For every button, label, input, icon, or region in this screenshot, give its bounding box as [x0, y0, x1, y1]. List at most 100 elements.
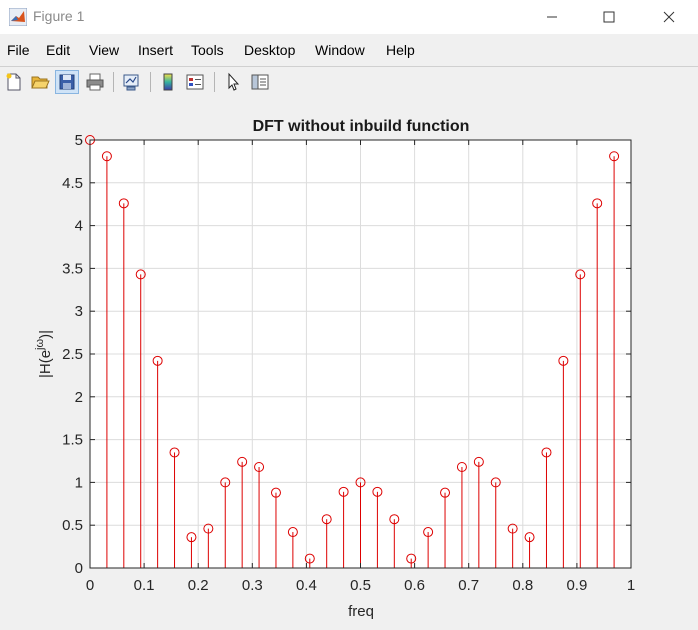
save-figure-button[interactable]: [55, 70, 79, 94]
svg-text:|H(ejω)|: |H(ejω)|: [34, 330, 54, 378]
maximize-button[interactable]: [586, 0, 632, 34]
menu-insert[interactable]: Insert: [138, 42, 174, 58]
stem-marker: [524, 532, 535, 543]
toolbar-separator: [150, 72, 151, 92]
x-tick-label: 0.7: [458, 577, 479, 594]
menu-window[interactable]: Window: [315, 42, 365, 58]
edit-plot-pointer-icon: [228, 72, 240, 91]
y-tick-label: 0.5: [62, 517, 83, 534]
y-label-base: |H(e: [37, 350, 54, 378]
new-figure-button[interactable]: [2, 70, 26, 94]
x-tick-label: 1: [627, 577, 635, 594]
new-figure-icon: [6, 73, 21, 91]
stem-marker: [507, 523, 518, 534]
figure-toolbar: [0, 66, 698, 97]
x-axis-ticks: 0 0.1 0.2 0.3 0.4 0.5 0.6 0.7 0.8 0.9 1: [86, 140, 635, 594]
window-title: Figure 1: [33, 8, 85, 24]
stem-marker: [456, 461, 467, 472]
menu-view[interactable]: View: [89, 42, 120, 58]
y-tick-label: 3: [75, 303, 83, 320]
x-tick-label: 0.4: [296, 577, 317, 594]
minimize-icon: [547, 16, 557, 18]
y-tick-label: 2: [75, 389, 83, 406]
stem-marker: [304, 553, 315, 564]
x-tick-label: 0.6: [404, 577, 425, 594]
stem-marker: [186, 532, 197, 543]
insert-colorbar-button[interactable]: [156, 70, 180, 94]
menu-file[interactable]: File: [7, 42, 30, 58]
save-figure-icon: [59, 74, 75, 90]
y-axis-ticks: 0 0.5 1 1.5 2 2.5 3 3.5 4 4.5 5: [62, 132, 631, 577]
stem-marker: [270, 487, 281, 498]
menu-tools[interactable]: Tools: [191, 42, 224, 58]
x-tick-label: 0.1: [134, 577, 155, 594]
stem-marker: [609, 151, 620, 162]
property-inspector-button[interactable]: [248, 70, 272, 94]
figure-canvas[interactable]: DFT without inbuild function 0 0.1 0.2 0.3 0…: [0, 97, 698, 625]
y-tick-label: 2.5: [62, 346, 83, 363]
toolbar-separator: [113, 72, 114, 92]
close-button[interactable]: [646, 0, 692, 34]
toolbar-separator: [214, 72, 215, 92]
menu-desktop[interactable]: Desktop: [244, 42, 296, 58]
stem-marker: [592, 198, 603, 209]
dft-stem-chart[interactable]: DFT without inbuild function 0 0.1 0.2 0.3 0…: [0, 97, 698, 625]
stem-marker: [118, 198, 129, 209]
stem-marker: [254, 461, 265, 472]
link-plot-button[interactable]: [119, 70, 143, 94]
open-file-icon: [31, 76, 50, 89]
insert-legend-icon: [186, 74, 204, 90]
stem-marker: [558, 355, 569, 366]
print-figure-button[interactable]: [83, 70, 107, 94]
stem-marker: [169, 447, 180, 458]
y-tick-label: 4: [75, 218, 83, 235]
y-tick-label: 1.5: [62, 432, 83, 449]
stem-marker: [203, 523, 214, 534]
close-icon: [663, 11, 675, 23]
stem-marker: [575, 269, 586, 280]
stem-marker: [152, 355, 163, 366]
stem-marker: [101, 151, 112, 162]
link-plot-icon: [123, 74, 139, 91]
y-tick-label: 0: [75, 560, 83, 577]
y-label-superscript: jω: [34, 338, 46, 350]
stem-marker: [338, 486, 349, 497]
x-tick-label: 0: [86, 577, 94, 594]
stem-marker: [237, 456, 248, 467]
stem-marker: [355, 477, 366, 488]
stem-marker: [406, 553, 417, 564]
menu-help[interactable]: Help: [386, 42, 415, 58]
stem-marker: [541, 447, 552, 458]
x-tick-label: 0.3: [242, 577, 263, 594]
title-bar: Figure 1: [0, 0, 698, 34]
open-file-button[interactable]: [28, 70, 52, 94]
edit-plot-button[interactable]: [221, 70, 245, 94]
stem-marker: [440, 487, 451, 498]
stem-marker: [490, 477, 501, 488]
maximize-icon: [603, 11, 615, 23]
x-tick-label: 0.8: [512, 577, 533, 594]
stem-marker: [135, 269, 146, 280]
stem-marker: [372, 486, 383, 497]
insert-legend-button[interactable]: [183, 70, 207, 94]
menu-bar: File Edit View Insert Tools Desktop Wind…: [0, 40, 698, 95]
y-label-suffix: )|: [37, 330, 54, 339]
print-figure-icon: [86, 73, 104, 91]
x-tick-label: 0.2: [188, 577, 209, 594]
stem-marker: [423, 527, 434, 538]
chart-title: DFT without inbuild function: [253, 118, 470, 135]
y-tick-label: 3.5: [62, 260, 83, 277]
stem-marker: [220, 477, 231, 488]
minimize-button[interactable]: [529, 0, 575, 34]
x-axis-label: freq: [348, 603, 374, 620]
y-tick-label: 5: [75, 132, 83, 149]
y-tick-label: 4.5: [62, 175, 83, 192]
stem-marker: [473, 456, 484, 467]
insert-colorbar-icon: [163, 73, 173, 91]
y-axis-label: |H(ejω)|: [34, 330, 54, 378]
menu-edit[interactable]: Edit: [46, 42, 71, 58]
stem-marker: [389, 514, 400, 525]
matlab-logo-icon: [9, 8, 27, 26]
x-tick-label: 0.5: [350, 577, 371, 594]
stem-marker: [321, 514, 332, 525]
